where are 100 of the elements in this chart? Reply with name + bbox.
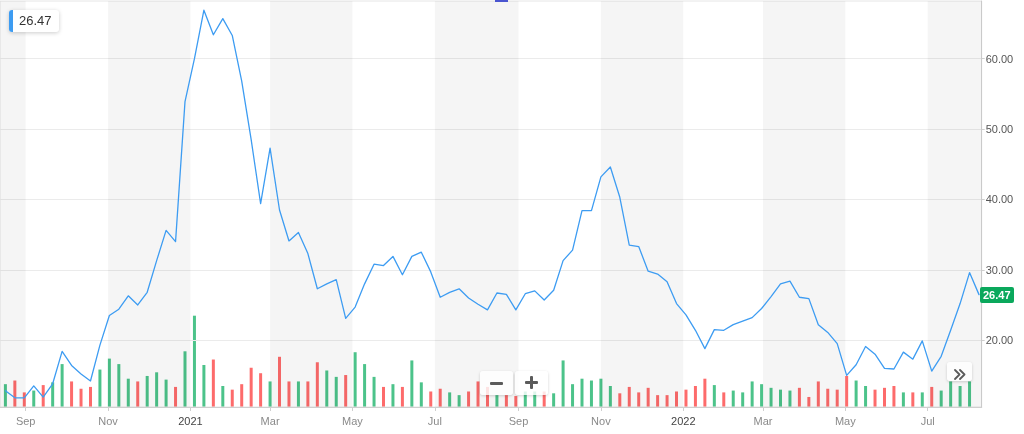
bar xyxy=(722,392,726,407)
bar xyxy=(968,381,972,407)
x-tick-label: Jul xyxy=(427,414,442,427)
y-tick-label: 50.00 xyxy=(985,123,1014,136)
bar xyxy=(561,360,565,407)
bar xyxy=(268,381,272,407)
bar xyxy=(400,386,404,407)
bar xyxy=(882,387,886,407)
x-tick-label: May xyxy=(834,414,857,427)
bar xyxy=(826,388,830,407)
x-tick-label: Nov xyxy=(591,414,612,427)
bar xyxy=(608,386,612,407)
bar xyxy=(3,384,7,407)
bar xyxy=(589,380,593,407)
x-tick-label: 2022 xyxy=(671,414,696,427)
bar xyxy=(656,395,660,407)
bar xyxy=(429,391,433,407)
bar xyxy=(949,381,953,407)
bar xyxy=(911,392,915,407)
x-tick-label: May xyxy=(342,414,364,427)
bar xyxy=(202,365,206,407)
x-tick-label: Sep xyxy=(508,414,529,427)
x-tick-label: Mar xyxy=(753,414,773,427)
bar xyxy=(32,390,36,407)
bar xyxy=(221,386,225,407)
bar xyxy=(391,384,395,407)
y-tick-label: 60.00 xyxy=(985,52,1014,65)
bar xyxy=(183,351,187,407)
bar xyxy=(958,386,962,407)
bar xyxy=(618,393,622,407)
bar xyxy=(79,388,83,407)
bar xyxy=(117,364,121,407)
bar xyxy=(107,358,111,407)
bar xyxy=(627,386,631,407)
bar xyxy=(864,386,868,407)
bar xyxy=(334,376,338,407)
bar xyxy=(88,386,92,407)
bar xyxy=(779,389,782,407)
bar xyxy=(372,376,376,407)
bar xyxy=(126,378,130,407)
bar xyxy=(438,388,442,407)
bar xyxy=(552,393,556,407)
bar xyxy=(211,359,215,407)
bar xyxy=(145,375,149,407)
bar xyxy=(315,362,319,407)
bar xyxy=(448,392,452,407)
bar xyxy=(693,386,697,407)
x-tick-label: 2021 xyxy=(178,414,203,427)
bar xyxy=(580,378,584,407)
y-tick-label: 30.00 xyxy=(985,263,1014,276)
bar xyxy=(174,386,178,407)
x-tick-label: Mar xyxy=(260,414,280,427)
bar xyxy=(363,364,367,407)
bar xyxy=(164,379,168,407)
bar xyxy=(504,395,508,407)
bar xyxy=(835,389,839,407)
bar xyxy=(230,389,234,407)
bar xyxy=(240,384,244,407)
bar xyxy=(136,381,140,407)
bar xyxy=(514,396,518,407)
bar xyxy=(807,396,811,407)
x-tick-label: Sep xyxy=(15,414,36,427)
bar xyxy=(599,378,603,407)
bar xyxy=(646,387,650,407)
bar xyxy=(731,390,735,407)
bar xyxy=(750,381,754,407)
bar xyxy=(249,367,253,407)
bar xyxy=(920,392,924,407)
bar xyxy=(930,386,934,407)
bar xyxy=(760,384,764,407)
y-tick-label: 20.00 xyxy=(985,334,1014,347)
bar xyxy=(344,375,348,407)
bar xyxy=(296,381,300,407)
bar xyxy=(325,370,329,407)
bar xyxy=(939,390,943,407)
bar xyxy=(476,381,480,407)
bar xyxy=(457,395,461,407)
bar xyxy=(571,384,575,407)
bar xyxy=(665,395,669,407)
bar xyxy=(60,364,64,407)
bar xyxy=(637,392,641,407)
bar xyxy=(675,391,679,407)
annotation: 26.47 xyxy=(979,286,1014,303)
bar xyxy=(259,373,263,407)
bar xyxy=(873,389,877,407)
bar xyxy=(684,389,688,407)
bar xyxy=(816,381,820,407)
bar xyxy=(192,315,196,407)
bar xyxy=(741,392,745,407)
bar xyxy=(845,375,849,407)
bar xyxy=(854,380,858,407)
bar xyxy=(467,391,471,407)
bar xyxy=(278,356,282,407)
bar xyxy=(703,378,707,407)
bar xyxy=(788,390,792,407)
bar xyxy=(892,386,896,407)
bar xyxy=(98,369,102,407)
bar xyxy=(306,381,310,407)
bar xyxy=(155,372,159,407)
bar xyxy=(70,381,74,407)
